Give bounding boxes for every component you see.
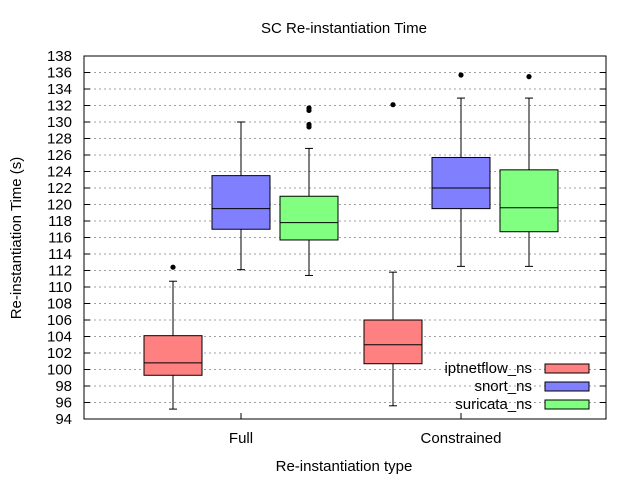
box-body (143, 335, 203, 376)
y-tick-label: 136 (47, 65, 72, 82)
x-axis-label: Re-instantiation type (276, 458, 413, 475)
y-tick-label: 126 (47, 147, 72, 164)
box-body (431, 156, 491, 210)
box-series (143, 72, 559, 410)
outlier-point (306, 105, 312, 111)
y-tick-label: 96 (55, 395, 72, 412)
outlier-point (458, 72, 464, 78)
y-tick-label: 128 (47, 131, 72, 148)
y-tick-label: 100 (47, 362, 72, 379)
y-tick-label: 94 (55, 411, 72, 428)
legend-swatch (544, 363, 590, 374)
box-iptnetflow_ns-constrained (363, 102, 423, 407)
outlier-point (170, 264, 176, 270)
box-snort_ns-constrained (431, 72, 491, 267)
outlier-point (526, 74, 532, 80)
y-tick-label: 106 (47, 312, 72, 329)
box-iptnetflow_ns-full (143, 264, 203, 410)
y-tick-label: 108 (47, 296, 72, 313)
box-snort_ns-full (211, 121, 271, 271)
legend-swatch (544, 381, 590, 392)
y-tick-label: 118 (48, 213, 72, 230)
x-axis-ticks: Full Constrained (229, 413, 502, 447)
legend-label: snort_ns (474, 378, 532, 395)
y-tick-label: 116 (48, 230, 72, 247)
x-tick-label: Constrained (421, 430, 502, 447)
chart-title: SC Re-instantiation Time (261, 20, 427, 37)
legend-swatch (544, 399, 590, 410)
box-body (279, 195, 339, 241)
x-tick-label: Full (229, 430, 253, 447)
box-suricata_ns-constrained (499, 74, 559, 267)
legend-label: iptnetflow_ns (444, 360, 532, 377)
y-axis-label: Re-instantiation Time (s) (8, 157, 25, 320)
legend-label: suricata_ns (455, 396, 532, 413)
y-tick-label: 104 (47, 329, 72, 346)
outlier-point (390, 102, 396, 108)
y-tick-label: 112 (48, 263, 72, 280)
box-body (499, 169, 559, 233)
y-tick-label: 138 (47, 48, 72, 65)
outlier-point (306, 121, 312, 128)
box-body (363, 319, 423, 365)
plot-frame (83, 55, 607, 420)
y-tick-label: 120 (47, 197, 72, 214)
y-tick-label: 134 (47, 81, 72, 98)
y-tick-label: 124 (47, 164, 72, 181)
y-tick-label: 110 (48, 279, 72, 296)
y-tick-label: 130 (47, 114, 72, 131)
box-suricata_ns-full (279, 105, 339, 276)
y-tick-label: 102 (47, 345, 72, 362)
y-tick-label: 132 (47, 98, 72, 115)
box-body (211, 175, 271, 230)
y-tick-label: 122 (47, 180, 72, 197)
y-tick-label: 98 (55, 378, 72, 395)
y-tick-label: 114 (48, 246, 72, 263)
